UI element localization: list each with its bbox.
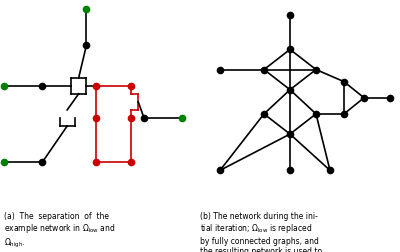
Text: (b) The network during the ini-
tial iteration; $\Omega_{\mathrm{low}}$ is repla: (b) The network during the ini- tial ite…: [200, 212, 322, 252]
Text: (a)  The  separation  of  the
example network in $\Omega_{\mathrm{low}}$ and
$\O: (a) The separation of the example networ…: [4, 212, 116, 250]
